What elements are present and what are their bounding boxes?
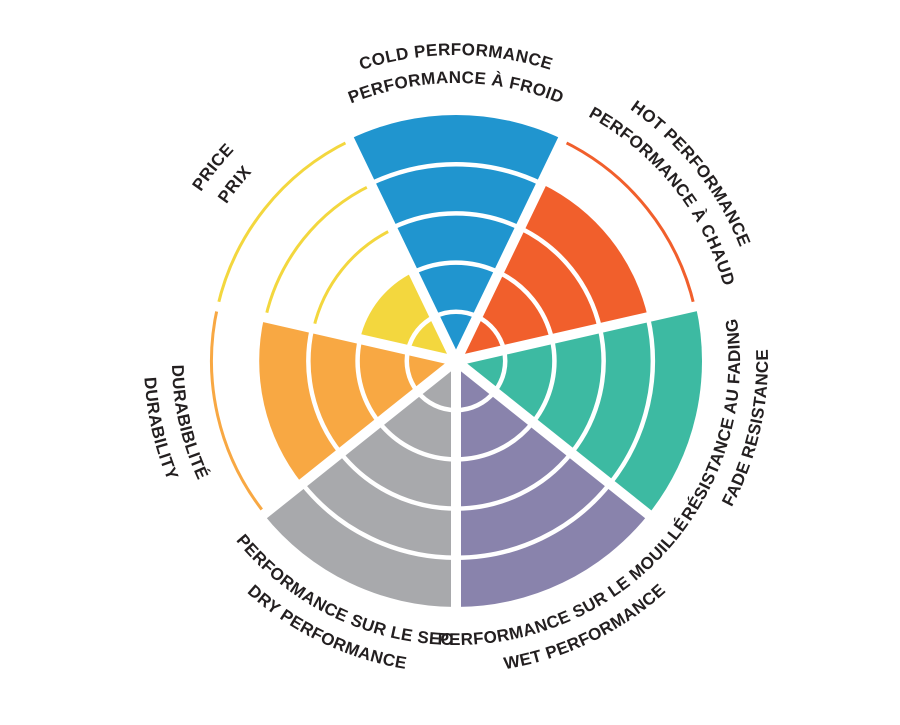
level-outline-arc-price: [264, 183, 372, 318]
ring-separator: [355, 338, 381, 424]
level-outline-arc-price: [312, 228, 394, 329]
ring-separator: [300, 482, 457, 561]
ring-separator: [377, 420, 457, 462]
ring-separator: [519, 225, 603, 329]
ring-separator: [608, 316, 656, 486]
wedge-cold-performance: [349, 114, 563, 362]
level-outline-arc-durability: [210, 306, 267, 515]
wedge-gap-line: [207, 299, 458, 366]
ring-separator: [338, 451, 457, 511]
wedge-wet-performance: [456, 361, 649, 607]
label-cold-performance-line2: PERFORMANCE À FROID: [346, 68, 567, 107]
ring-separator: [455, 451, 574, 511]
wedge-gap-line: [254, 357, 460, 524]
level-outline-arc-price: [216, 139, 351, 307]
ring-separator: [369, 161, 543, 186]
level-outline-arc-hot-performance: [561, 139, 696, 307]
wedge-fade-resistance: [456, 306, 702, 515]
wedge-hot-performance: [456, 183, 648, 361]
wedge-dry-performance: [263, 361, 456, 607]
wedge-gap-line: [341, 129, 461, 364]
ring-separator: [531, 338, 557, 424]
ring-separator: [455, 420, 535, 462]
wedge-gap-line: [451, 129, 571, 364]
wedge-gap-line: [452, 357, 658, 524]
ring-separator: [390, 211, 522, 231]
ring-separator: [497, 270, 555, 340]
ring-separator: [455, 482, 612, 561]
ring-separator: [569, 327, 606, 455]
ring-separator: [306, 327, 343, 455]
label-hot-performance-line1: HOT PERFORMANCE: [627, 97, 754, 249]
wedge-gap-line: [454, 299, 705, 366]
ring-separator: [412, 260, 500, 275]
wedge-price: [360, 272, 456, 361]
